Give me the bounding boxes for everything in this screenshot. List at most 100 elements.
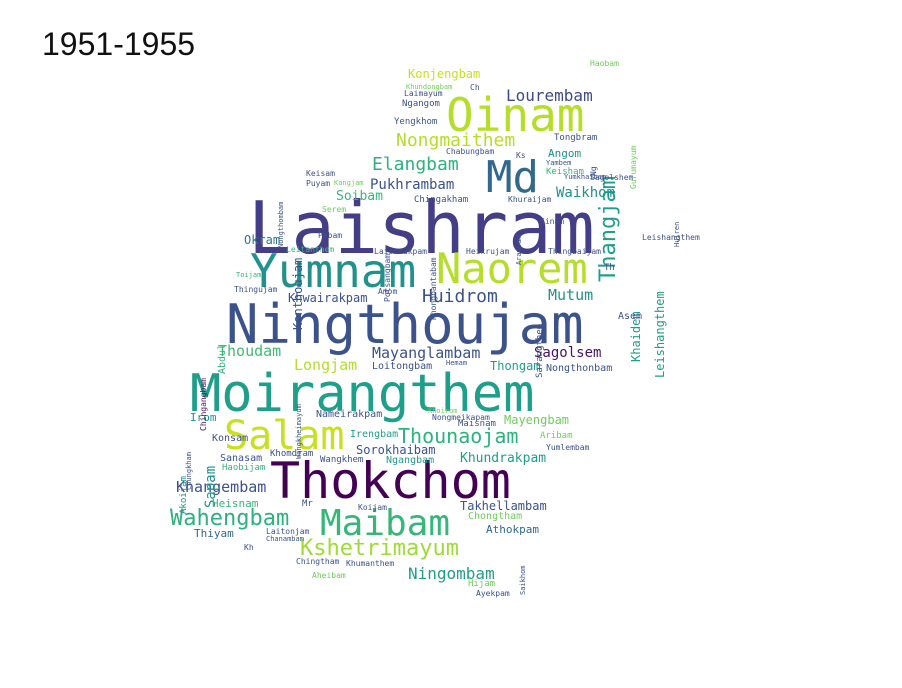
word-moirangthem: Moirangthem	[190, 364, 535, 424]
word-ningthoujam: Ningthoujam	[226, 293, 584, 356]
word-kangjam: Kangjam	[334, 179, 364, 187]
word-aribam: Aribam	[540, 431, 573, 441]
word-yumlembam: Yumlembam	[546, 443, 590, 452]
word-longjam: Longjam	[294, 356, 358, 374]
word-laishram: Laishram	[248, 186, 595, 270]
word-mayanglambam: Mayanglambam	[372, 344, 481, 362]
word-saikhom: Saikhom	[519, 565, 527, 595]
word-heikrujam: Heikrujam	[466, 247, 510, 256]
word-khongbantabam: Khongbantabam	[429, 257, 438, 320]
word-kh: Kh	[244, 543, 254, 552]
word-nongthombam: Nongthombam	[277, 201, 285, 248]
word-mayengbam: Mayengbam	[504, 413, 570, 427]
word-leitanthem: Leitanthem	[286, 245, 335, 254]
word-khoirom: Khoirom	[428, 407, 458, 415]
word-sanasam: Sanasam	[220, 453, 263, 464]
word-nameirakpam: Nameirakpam	[316, 409, 383, 420]
word-heisnam: Heisnam	[212, 497, 259, 510]
word-sorokhaibam: Sorokhaibam	[356, 443, 436, 457]
word-leishangthem: Leishangthem	[642, 233, 700, 242]
word-khundongbam: Khundongbam	[406, 83, 453, 91]
word-th: Th	[604, 263, 615, 273]
word-okram: Okram	[244, 233, 281, 247]
word-loitongbam: Loitongbam	[372, 361, 433, 372]
word-wahengbam: Wahengbam	[170, 506, 290, 531]
word-ks: Ks	[516, 151, 526, 160]
word-chongtham: Chongtham	[468, 511, 523, 522]
word-hijam: Hijam	[468, 579, 496, 589]
word-angom: Angom	[548, 147, 582, 160]
word-thokchom: Thokchom	[270, 452, 511, 510]
word-wangkheimayum: Wangkheimayum	[295, 404, 303, 459]
word-serem: Serem	[322, 205, 347, 214]
word-elangbam: Elangbam	[372, 154, 459, 175]
word-khundrakpam: Khundrakpam	[460, 451, 547, 466]
word-wangkhem: Wangkhem	[320, 455, 364, 465]
word-nongmaithem: Nongmaithem	[396, 130, 516, 151]
word-khomdram: Khomdram	[270, 449, 314, 459]
word-maisnam: Maisnam	[458, 419, 496, 429]
word-ch: Ch	[470, 83, 480, 92]
word-sagolsem: Sagolsem	[534, 345, 602, 361]
word-keisam: Keisam	[306, 169, 335, 178]
word-naorem: Naorem	[436, 244, 588, 293]
word-sinam: Sinam	[540, 217, 565, 226]
word-thiyam: Thiyam	[194, 527, 234, 540]
word-mutum: Mutum	[548, 286, 594, 304]
word-thingbaijam: Thingbaijam	[548, 247, 601, 256]
word-sarangthem: Sarangthem	[535, 323, 545, 378]
word-hemam: Hemam	[446, 359, 468, 367]
word-chanambam: Chanambam	[266, 535, 304, 543]
word-md: Md	[486, 152, 539, 203]
word-thoudam: Thoudam	[218, 342, 282, 360]
word-khwairakpam: Khwairakpam	[288, 291, 368, 305]
word-nongmeikapam: Nongmeikapam	[432, 413, 490, 422]
word-potsangbam: Potsangbam	[383, 253, 392, 302]
word-konjengbam: Konjengbam	[408, 67, 481, 81]
word-yumnam: Yumnam	[250, 244, 417, 298]
word-toijam: Toijam	[236, 271, 262, 279]
word-khuraijam: Khuraijam	[508, 195, 552, 204]
word-athokpam: Athokpam	[486, 523, 539, 536]
word-yengkhom: Yengkhom	[394, 117, 438, 127]
word-oinam: Oinam	[446, 88, 585, 142]
word-thongam: Thongam	[490, 359, 541, 373]
word-abdul: Abdul	[217, 343, 228, 374]
word-irengbam: Irengbam	[350, 429, 399, 440]
word-thingujam: Thingujam	[234, 285, 278, 294]
word-aheibam: Aheibam	[312, 571, 346, 580]
page-title: 1951-1955	[42, 26, 196, 62]
word-khumanthem: Khumanthem	[346, 559, 395, 568]
word-soibam: Soibam	[336, 189, 383, 204]
word-chingangbam: Chingangbam	[199, 378, 208, 431]
word-chingtham: Chingtham	[296, 557, 340, 566]
word-mr: Mr	[302, 499, 313, 509]
word-kshetrimayum: Kshetrimayum	[300, 536, 459, 561]
word-leishangthem: Leishangthem	[653, 291, 667, 378]
word-ngangom: Ngangom	[402, 99, 440, 109]
word-asem: Asem	[618, 311, 643, 322]
word-sagolshem: Sagolshem	[590, 173, 634, 182]
word-pebam: Pebam	[318, 231, 343, 240]
word-amom: Amom	[378, 287, 398, 296]
word-laimayum: Laimayum	[404, 89, 443, 98]
word-laishrakpam: Laishrakpam	[374, 247, 427, 256]
word-irom: Irom	[190, 411, 217, 424]
word-arambam: Arambam	[515, 235, 523, 265]
word-waikhom: Waikhom	[556, 185, 616, 201]
word-lourembam: Lourembam	[506, 86, 593, 105]
word-tongbram: Tongbram	[554, 133, 598, 143]
word-gurumayum: Gurumayum	[629, 145, 638, 189]
word-koijam: Koijam	[358, 503, 387, 512]
word-salam: Salam	[224, 413, 345, 459]
word-ayekpam: Ayekpam	[476, 589, 510, 598]
word-huidrom: Huidrom	[422, 286, 498, 307]
word-ningombam: Ningombam	[408, 564, 495, 583]
word-haobijam: Haobijam	[222, 463, 266, 473]
word-yumkhaibam: Yumkhaibam	[564, 173, 607, 181]
word-thounaojam: Thounaojam	[398, 424, 519, 448]
word-khangembam: Khangembam	[176, 478, 267, 496]
word-nongthonbam: Nongthonbam	[546, 363, 613, 374]
word-puyam: Puyam	[306, 179, 331, 188]
